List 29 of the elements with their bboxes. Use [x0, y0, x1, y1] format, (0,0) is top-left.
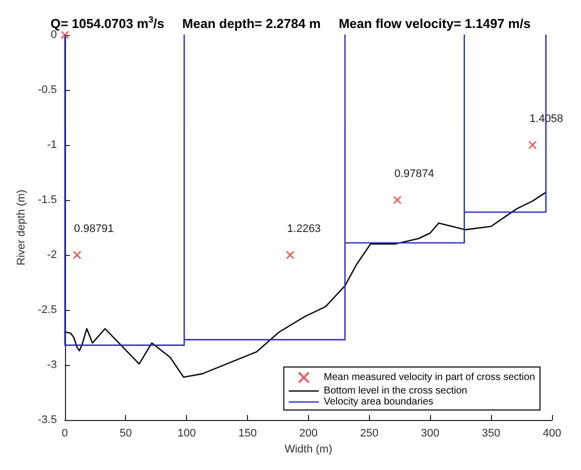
- y-tick-label: -3: [47, 359, 57, 371]
- y-tick-label: -2: [47, 249, 57, 261]
- x-tick-label: 150: [238, 428, 257, 440]
- point: [393, 196, 402, 204]
- x-tick-label: 300: [421, 428, 440, 440]
- x-tick-label: 400: [542, 428, 562, 440]
- x-tick-label: 250: [360, 428, 378, 440]
- y-tick-label: -1.5: [38, 194, 57, 206]
- y-tick-label: -1: [47, 139, 57, 151]
- annotation: 0.97874: [394, 168, 434, 180]
- legend-label: Bottom level in the cross section: [324, 386, 468, 396]
- y-axis-title: River depth (m): [16, 190, 28, 266]
- x-tick-label: 350: [482, 428, 500, 440]
- point: [72, 250, 82, 260]
- y-tick-label: 0: [50, 29, 57, 41]
- x-tick-label: 100: [177, 428, 196, 440]
- x-tick-label: 200: [299, 428, 318, 440]
- annotation: 0.98791: [74, 223, 114, 235]
- y-tick-label: -3.5: [38, 414, 57, 426]
- y-tick-label: -2.5: [38, 304, 57, 316]
- legend-label: Mean measured velocity in part of cross section: [324, 372, 536, 383]
- annotation: 1.2263: [287, 223, 321, 235]
- x-axis-title: Width (m): [284, 443, 332, 456]
- point: [528, 140, 537, 150]
- x-tick-label: 50: [120, 428, 132, 440]
- x-tick-label: 0: [62, 428, 68, 440]
- legend-label: Velocity area boundaries: [324, 396, 434, 408]
- y-tick-label: -0.5: [38, 84, 57, 96]
- point: [286, 250, 294, 260]
